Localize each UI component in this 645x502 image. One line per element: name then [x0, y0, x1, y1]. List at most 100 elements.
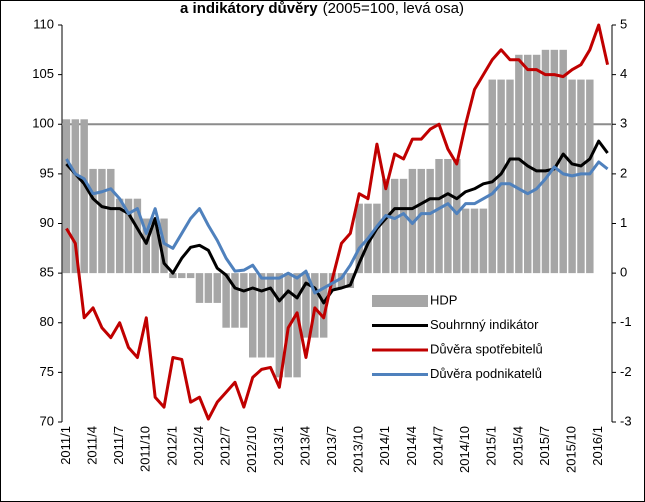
bar: [231, 273, 239, 328]
y2-tick-label: -1: [620, 314, 632, 329]
bar: [195, 273, 204, 303]
bar: [142, 218, 150, 274]
legend-swatch: [372, 295, 428, 307]
bar: [435, 158, 443, 274]
bar: [204, 273, 213, 303]
bar: [515, 54, 523, 274]
x-tick-label: 2014/7: [430, 426, 445, 466]
x-tick-label: 2012/10: [244, 426, 259, 473]
bar: [461, 208, 470, 274]
bar: [89, 168, 97, 274]
y-tick-label: 100: [32, 116, 54, 131]
line: [65, 158, 609, 295]
x-tick-label: 2011/4: [84, 426, 99, 465]
title-bold: a indikátory důvěry: [180, 0, 318, 17]
x-tick-label: 2013/4: [297, 426, 312, 466]
bar: [98, 168, 106, 274]
bar: [240, 273, 248, 328]
bar: [222, 273, 230, 328]
legend-label: Důvěra podnikatelů: [430, 366, 542, 381]
y-tick-label: 75: [40, 364, 54, 379]
bar: [160, 218, 168, 274]
legend-label: Důvěra spotřebitelů: [430, 341, 543, 356]
bar: [382, 178, 390, 274]
bar: [346, 273, 355, 289]
bar: [124, 198, 133, 274]
bar: [373, 203, 381, 274]
bar: [62, 119, 71, 274]
y2-tick-label: -2: [620, 364, 632, 379]
x-tick-label: 2014/1: [377, 426, 392, 466]
bar: [213, 273, 221, 303]
title-note: (2005=100, levá osa): [323, 0, 464, 17]
bar: [399, 178, 408, 274]
bar: [186, 273, 195, 279]
bar: [319, 273, 328, 338]
y2-tick-label: 2: [620, 165, 627, 180]
y2-tick-label: 0: [620, 265, 627, 280]
bar: [586, 79, 594, 274]
bar: [275, 273, 284, 378]
x-tick-label: 2012/1: [164, 426, 179, 466]
line: [65, 139, 609, 305]
bar: [71, 119, 80, 274]
x-tick-label: 2015/4: [510, 426, 525, 466]
bar: [80, 119, 88, 274]
bar: [257, 273, 266, 358]
bar: [506, 79, 514, 274]
x-tick-label: 2014/10: [457, 426, 472, 473]
bar: [453, 158, 461, 274]
bar: [355, 203, 363, 274]
bar: [390, 178, 399, 274]
x-tick-label: 2011/7: [111, 426, 126, 465]
y2-tick-label: 1: [620, 215, 627, 230]
y-tick-label: 85: [40, 265, 54, 280]
bar: [470, 208, 479, 274]
bar: [577, 79, 585, 274]
bar: [151, 218, 159, 274]
x-tick-label: 2011/1: [58, 426, 73, 465]
bar: [444, 158, 452, 274]
x-tick-label: 2013/1: [271, 426, 286, 466]
bar: [532, 54, 541, 274]
bar: [178, 273, 186, 279]
bar: [133, 198, 142, 274]
bar: [524, 54, 532, 274]
legend-label: HDP: [430, 292, 457, 307]
x-tick-label: 2013/10: [351, 426, 366, 473]
bar: [559, 49, 567, 274]
y2-tick-label: -3: [620, 413, 632, 428]
y2-tick-label: 5: [620, 16, 627, 31]
bar: [337, 273, 346, 289]
y2-tick-label: 3: [620, 116, 627, 131]
bar: [497, 79, 505, 274]
x-tick-label: 2016/1: [590, 426, 605, 466]
bar: [249, 273, 257, 358]
bar: [541, 49, 550, 274]
bar: [266, 273, 275, 358]
x-tick-label: 2011/10: [138, 426, 153, 472]
bar: [115, 198, 124, 274]
bar: [426, 168, 434, 274]
y-tick-label: 95: [40, 165, 54, 180]
legend-label: Souhrnný indikátor: [430, 317, 539, 332]
y-tick-label: 70: [40, 413, 54, 428]
x-tick-label: 2012/4: [191, 426, 206, 466]
bar: [169, 273, 177, 279]
bar: [408, 168, 417, 274]
bar: [311, 273, 319, 338]
bar: [302, 273, 310, 338]
bar: [479, 208, 488, 274]
chart-title: a indikátory důvěry (2005=100, levá osa): [180, 0, 464, 17]
x-tick-label: 2013/7: [324, 426, 339, 466]
bar: [488, 79, 496, 274]
bar: [293, 273, 301, 378]
y2-tick-label: 4: [620, 66, 627, 81]
x-tick-label: 2014/4: [404, 426, 419, 466]
x-tick-label: 2012/7: [218, 426, 233, 466]
x-tick-label: 2015/1: [484, 426, 499, 466]
line: [65, 23, 610, 421]
bar: [417, 168, 425, 274]
y-tick-label: 90: [40, 215, 54, 230]
